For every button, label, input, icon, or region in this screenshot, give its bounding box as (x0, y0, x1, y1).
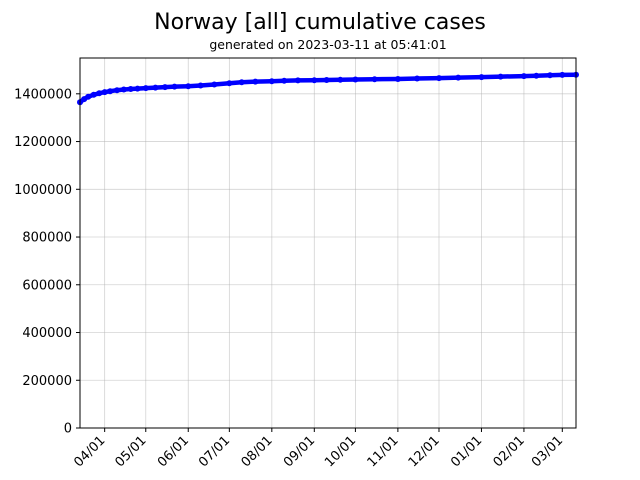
data-point (455, 74, 462, 81)
chart-title: Norway [all] cumulative cases (154, 10, 486, 35)
data-point (152, 84, 159, 91)
data-point (185, 83, 192, 90)
data-point (371, 76, 378, 83)
data-point (559, 71, 566, 78)
y-tick-label: 200000 (22, 374, 72, 389)
plot-frame (79, 57, 577, 429)
data-point (281, 77, 288, 84)
data-point (134, 85, 141, 92)
y-tick-label: 800000 (22, 231, 72, 246)
chart-subtitle: generated on 2023-03-11 at 05:41:01 (209, 37, 446, 52)
data-point (533, 72, 540, 79)
data-point (311, 77, 318, 84)
x-tick-label: 10/01 (322, 433, 359, 470)
data-point (436, 75, 442, 82)
data-point (497, 73, 504, 80)
x-tick-label: 08/01 (239, 433, 276, 470)
data-point (197, 82, 204, 89)
data-point (85, 93, 92, 100)
data-point (478, 74, 485, 81)
data-point (107, 88, 114, 95)
series-layer (77, 71, 579, 106)
data-point (394, 76, 401, 82)
data-point (268, 78, 275, 85)
data-point (211, 81, 218, 88)
data-point (337, 76, 344, 83)
data-point (120, 86, 127, 93)
y-tick-label: 0 (64, 422, 72, 437)
data-point (171, 83, 178, 90)
x-tick-label: 07/01 (196, 433, 233, 470)
data-point (294, 77, 301, 84)
x-tick-label: 11/01 (365, 433, 402, 470)
data-point (520, 73, 527, 80)
x-tick-label: 06/01 (155, 433, 192, 470)
data-point (162, 84, 168, 91)
y-tick-label: 400000 (22, 326, 72, 341)
x-tick-label: 12/01 (406, 433, 443, 470)
data-point (127, 86, 134, 92)
data-point (238, 79, 245, 86)
tick-layer (76, 93, 563, 432)
data-point (323, 77, 330, 83)
x-tick-label: 03/01 (529, 433, 566, 470)
data-point (90, 91, 97, 98)
data-point (352, 76, 359, 83)
x-tick-label: 05/01 (112, 433, 149, 470)
x-tick-label: 09/01 (281, 433, 318, 470)
data-point (226, 80, 233, 87)
grid-lines (80, 58, 576, 429)
data-point (252, 78, 259, 85)
series-line (77, 72, 579, 105)
data-point (142, 85, 149, 92)
y-tick-labels: 0 200000 400000 600000 800000 1000000 1200000 1… (14, 87, 72, 436)
data-point (96, 90, 103, 97)
x-tick-label: 01/01 (448, 433, 485, 470)
y-tick-label: 1000000 (14, 183, 72, 198)
y-tick-label: 1200000 (14, 135, 72, 150)
x-tick-label: 02/01 (491, 433, 528, 470)
data-point (101, 89, 108, 96)
data-point (547, 72, 553, 79)
y-tick-label: 600000 (22, 278, 72, 293)
data-point (114, 87, 120, 94)
data-point (414, 75, 421, 82)
x-tick-label: 04/01 (71, 433, 108, 470)
y-tick-label: 1400000 (14, 87, 72, 102)
x-tick-labels: 04/01 05/01 06/01 07/01 08/01 09/01 10/01 11/01… (71, 433, 566, 470)
